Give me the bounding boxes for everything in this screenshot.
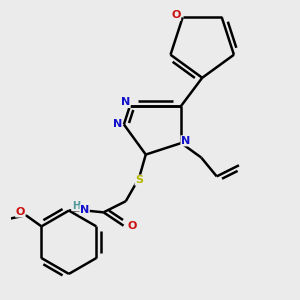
Text: O: O (128, 221, 137, 231)
Text: H: H (72, 201, 80, 211)
Text: S: S (135, 175, 143, 185)
Text: N: N (121, 98, 130, 107)
Text: O: O (171, 10, 181, 20)
Text: N: N (80, 205, 89, 215)
Text: N: N (181, 136, 190, 146)
Text: O: O (16, 207, 25, 217)
Text: N: N (112, 119, 122, 129)
